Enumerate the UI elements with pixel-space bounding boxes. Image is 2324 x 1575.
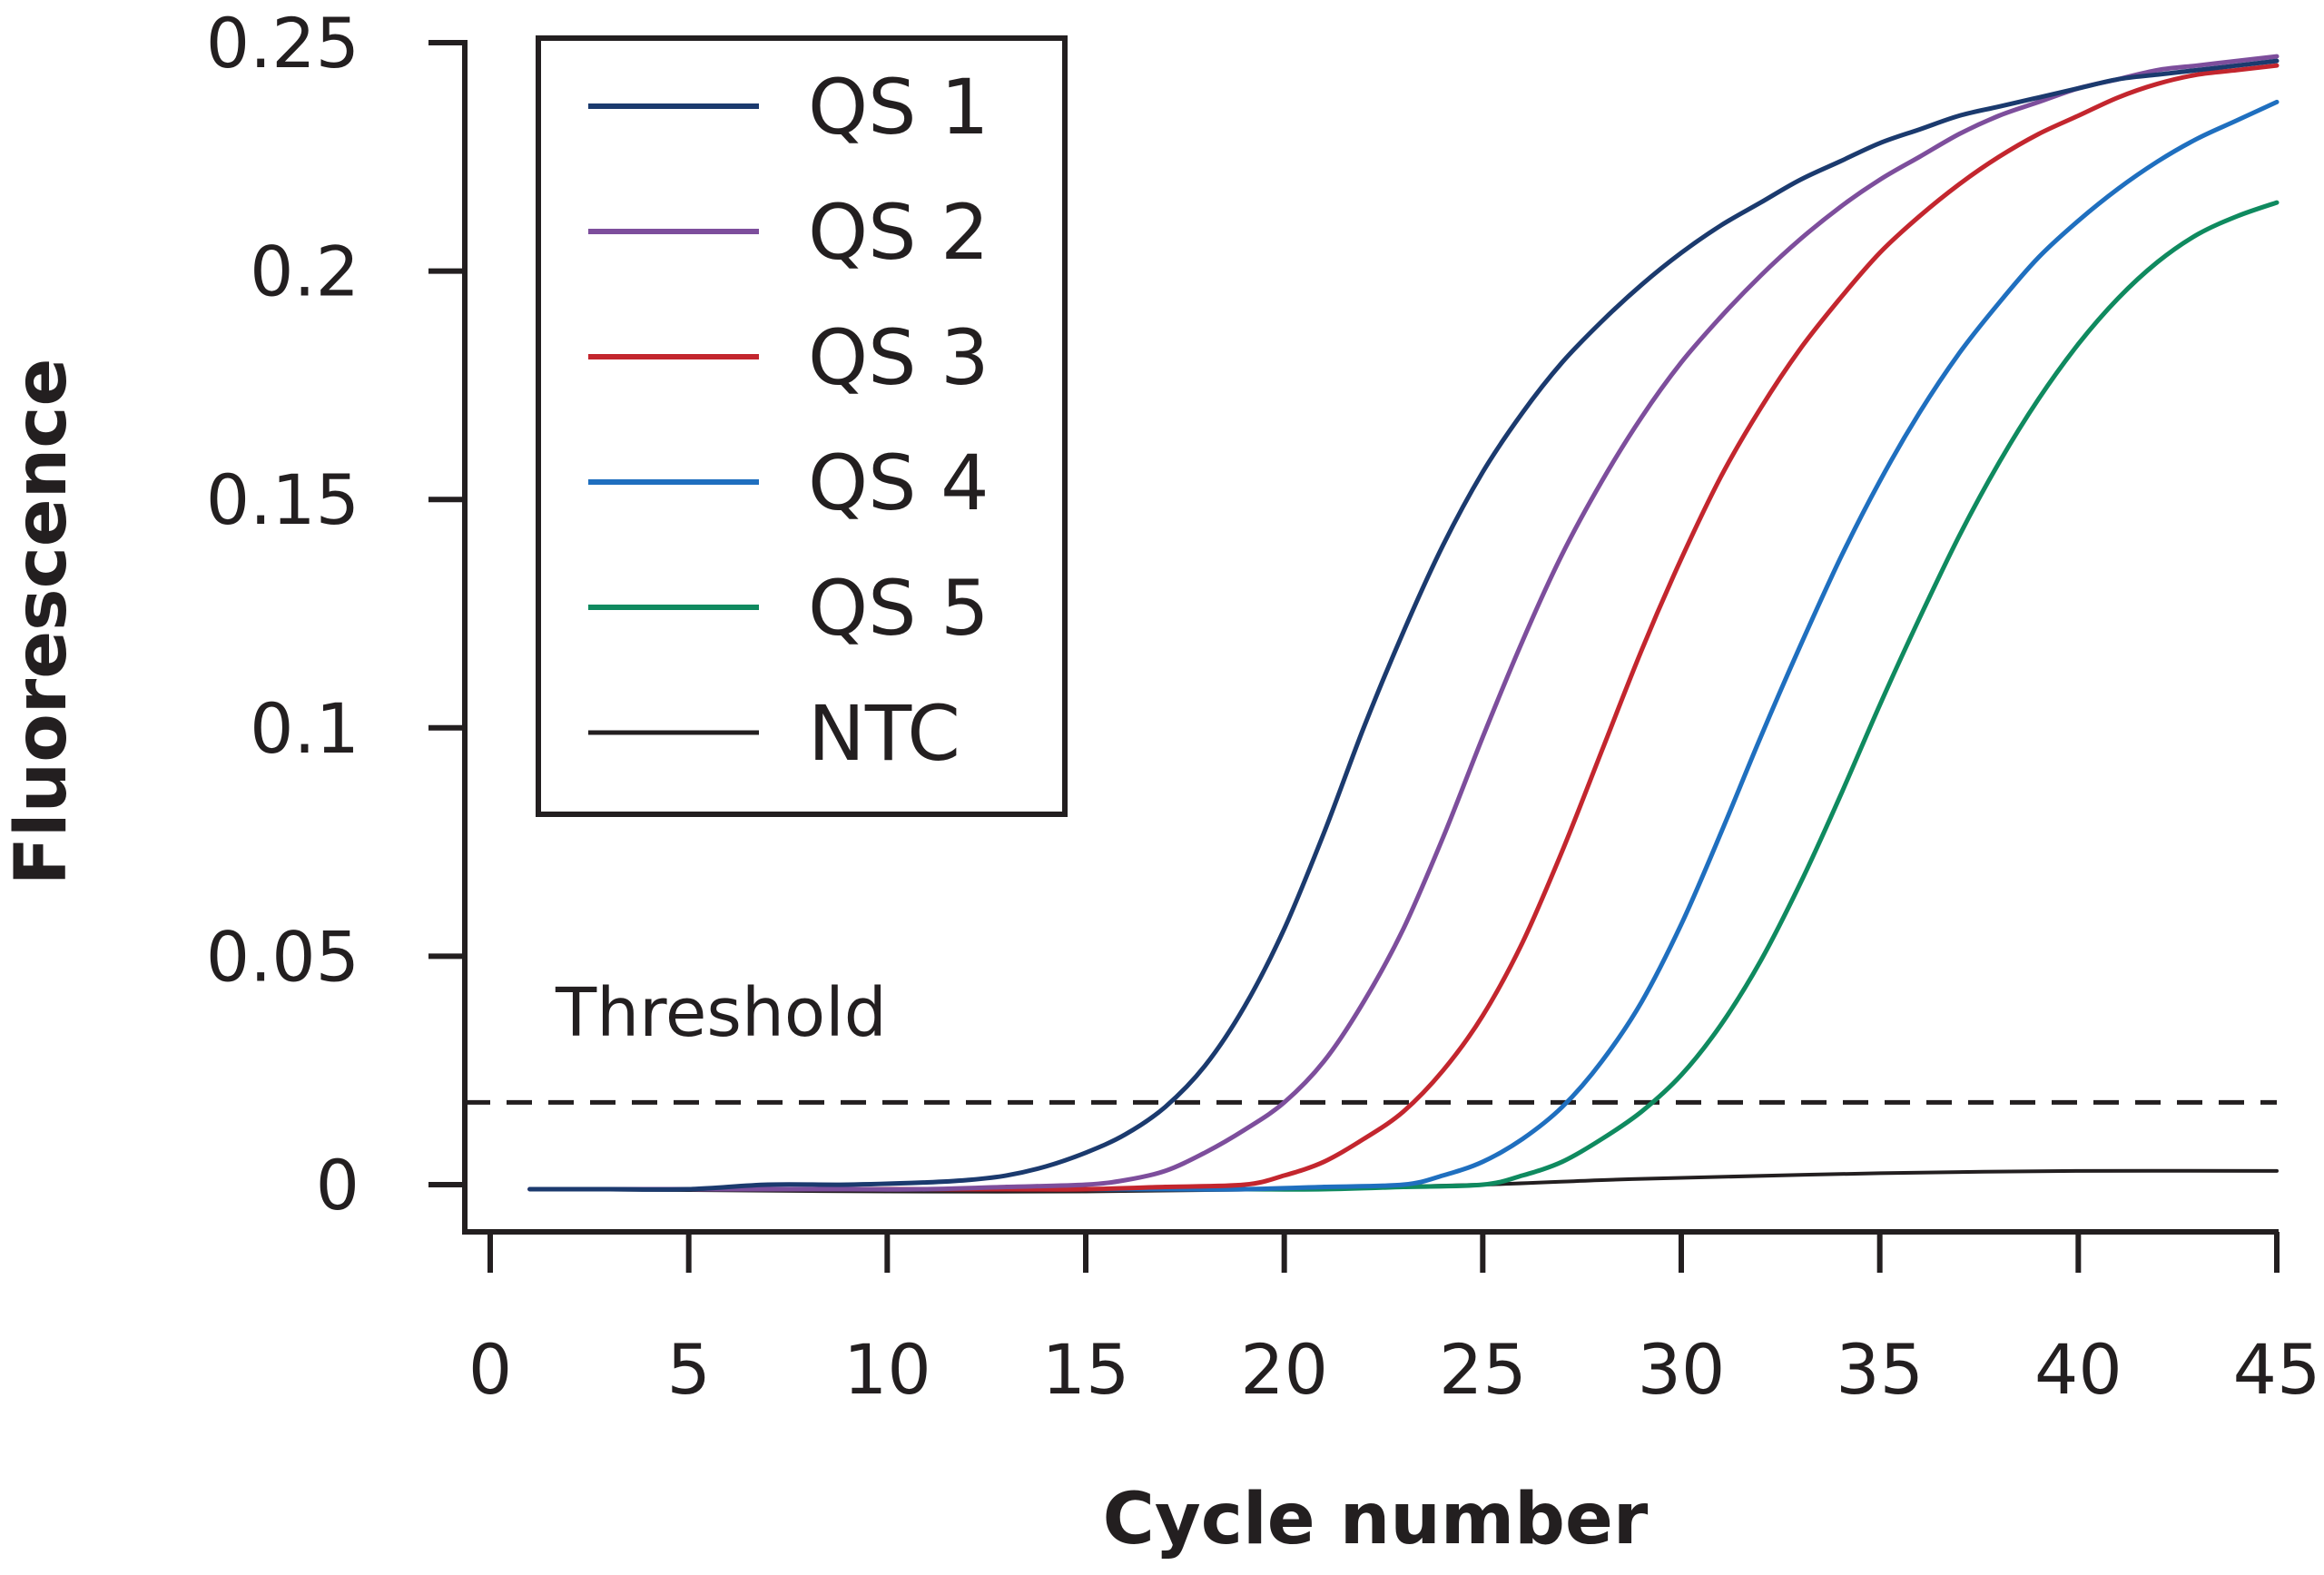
series-line-qs-2 xyxy=(527,54,2280,1192)
x-axis-title: Cycle number xyxy=(1103,1479,1649,1560)
x-tick-label: 10 xyxy=(843,1329,931,1410)
y-tick-label: 0.05 xyxy=(206,916,359,997)
legend: QS 1 QS 2 QS 3 QS 4 QS 5 NTC xyxy=(536,35,1068,817)
threshold: Threshold xyxy=(465,974,2277,1105)
x-tick-label: 25 xyxy=(1439,1329,1527,1410)
x-tick-label: 40 xyxy=(2034,1329,2122,1410)
series-line-qs-1 xyxy=(527,58,2280,1192)
legend-label-qs-5: QS 5 xyxy=(808,564,990,653)
y-axis-title: Fluorescence xyxy=(1,359,83,886)
threshold-label: Threshold xyxy=(555,974,887,1052)
legend-items: QS 1 QS 2 QS 3 QS 4 QS 5 NTC xyxy=(588,63,990,778)
y-tick-label: 0.2 xyxy=(250,231,359,312)
x-tick-label: 20 xyxy=(1240,1329,1328,1410)
y-tick-label: 0 xyxy=(316,1145,359,1226)
x-ticks: 0 5 10 15 20 25 30 35 40 45 xyxy=(468,1232,2321,1410)
legend-label-qs-2: QS 2 xyxy=(808,188,990,277)
legend-box xyxy=(536,35,1068,817)
x-tick-label: 0 xyxy=(468,1329,512,1410)
x-tick-label: 5 xyxy=(666,1329,710,1410)
legend-label-qs-1: QS 1 xyxy=(808,63,990,152)
legend-label-ntc: NTC xyxy=(808,689,960,778)
x-tick-label: 30 xyxy=(1638,1329,1726,1410)
y-tick-label: 0.15 xyxy=(206,459,359,540)
x-tick-label: 35 xyxy=(1836,1329,1924,1410)
legend-label-qs-4: QS 4 xyxy=(808,438,990,527)
x-tick-label: 15 xyxy=(1042,1329,1130,1410)
legend-label-qs-3: QS 3 xyxy=(808,313,990,402)
y-tick-label: 0.1 xyxy=(250,688,359,769)
y-ticks: 0 0.05 0.1 0.15 0.2 0.25 xyxy=(206,3,465,1226)
series xyxy=(527,54,2280,1194)
x-tick-label: 45 xyxy=(2233,1329,2321,1410)
y-tick-label: 0.25 xyxy=(206,3,359,84)
axes xyxy=(462,40,2279,1235)
